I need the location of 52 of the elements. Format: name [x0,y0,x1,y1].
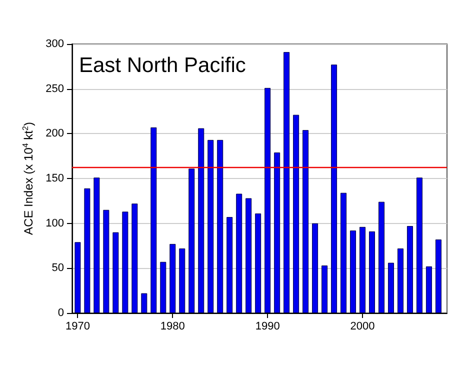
bar [112,232,119,313]
x-tick-label: 1980 [160,320,185,332]
bar [198,128,204,313]
bar [293,114,300,313]
bar [397,248,404,313]
x-tick-label: 2000 [350,320,375,332]
bar [322,265,328,313]
y-axis-title: ACE Index (x 104 kt2) [21,122,36,235]
bar [188,168,195,313]
y-tick-label: 200 [46,128,64,140]
bar [94,178,100,313]
bar [141,293,148,313]
y-tick-label: 50 [52,262,64,274]
bar [331,64,338,313]
bar [236,194,242,313]
bar [246,198,252,313]
bar [208,140,214,313]
x-tick-label: 1970 [65,320,90,332]
bar [312,223,318,313]
bar [435,239,442,313]
x-tick-label: 1990 [255,320,280,332]
y-tick-label: 0 [58,307,64,319]
bar [350,230,356,313]
bar [369,231,375,313]
bar [340,192,347,313]
bar [74,242,81,313]
bar [388,262,394,313]
bar [217,140,224,313]
bar [132,204,138,313]
bar [264,88,271,313]
bar [84,188,90,313]
bar [103,210,110,313]
bar [426,266,432,313]
bar [226,217,233,313]
bar [170,244,176,313]
bar [122,212,128,313]
y-tick-label: 100 [46,217,64,230]
bar [416,178,422,313]
bar [274,152,280,313]
y-tick-label: 250 [46,82,64,95]
bar [360,226,366,313]
bar [302,130,309,313]
bar [284,52,290,313]
bar [179,248,186,313]
text: East North Pacific [79,54,246,77]
bar [406,226,413,313]
y-tick-label: 150 [46,172,64,184]
bar [150,127,157,313]
y-tick-label: 300 [46,38,64,50]
bar [378,202,384,313]
bar [160,262,166,313]
bar [255,213,262,313]
